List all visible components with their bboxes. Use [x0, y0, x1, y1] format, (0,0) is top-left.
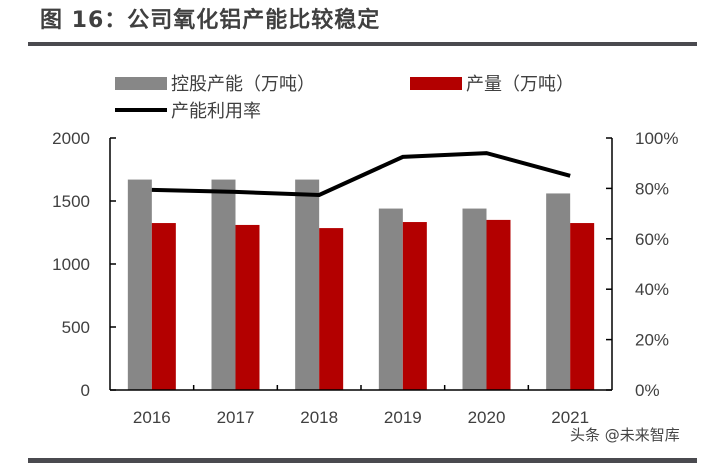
legend-item-output: 产量（万吨）	[410, 70, 574, 96]
x-tick-label: 2021	[551, 408, 589, 427]
right-tick-label: 20%	[635, 331, 669, 350]
bar-output-2016	[151, 223, 176, 390]
legend-swatch-output	[410, 76, 462, 90]
right-tick-label: 80%	[635, 179, 669, 198]
watermark: 头条 @未来智库	[570, 426, 680, 444]
bar-output-2021	[570, 223, 595, 390]
legend-swatch-utilization	[115, 108, 167, 112]
axes-layer	[109, 137, 613, 391]
labels-layer: 2016 2017 2018 2019 2020 2021 0 500 1000 1500 2000…	[52, 129, 678, 427]
bar-capacity-2017	[211, 179, 236, 390]
utilization-line	[151, 151, 571, 197]
right-tick-label: 100%	[635, 129, 678, 148]
right-tick-label: 60%	[635, 230, 669, 249]
bar-output-2019	[402, 222, 427, 390]
figure-title: 图 16：公司氧化铝产能比较稳定	[40, 8, 381, 33]
legend-item-capacity: 控股产能（万吨）	[115, 70, 315, 96]
legend-label-utilization: 产能利用率	[171, 101, 261, 122]
x-tick-label: 2017	[217, 408, 255, 427]
x-tick-label: 2019	[384, 408, 422, 427]
title-divider	[28, 42, 697, 46]
bars-layer	[127, 179, 595, 390]
x-tick-label: 2016	[133, 408, 171, 427]
right-tick-label: 0%	[635, 381, 660, 400]
left-tick-label: 1000	[52, 255, 90, 274]
legend-label-output: 产量（万吨）	[466, 74, 574, 95]
line-layer	[151, 151, 571, 197]
left-tick-label: 1500	[52, 192, 90, 211]
legend-swatch-capacity	[115, 76, 167, 90]
left-tick-label: 500	[62, 318, 90, 337]
bar-capacity-2019	[378, 208, 403, 390]
legend-label-capacity: 控股产能（万吨）	[171, 74, 315, 95]
x-tick-label: 2020	[468, 408, 506, 427]
left-tick-label: 2000	[52, 129, 90, 148]
right-tick-label: 40%	[635, 280, 669, 299]
legend-item-utilization: 产能利用率	[115, 97, 261, 123]
bar-capacity-2018	[295, 179, 320, 390]
footer-divider	[28, 458, 697, 463]
bar-capacity-2016	[127, 179, 152, 390]
left-tick-label: 0	[81, 381, 90, 400]
bar-output-2020	[486, 219, 511, 390]
bar-output-2018	[319, 228, 344, 390]
bar-output-2017	[235, 224, 260, 390]
bar-capacity-2020	[462, 208, 487, 390]
bar-capacity-2021	[546, 193, 571, 390]
x-tick-label: 2018	[300, 408, 338, 427]
